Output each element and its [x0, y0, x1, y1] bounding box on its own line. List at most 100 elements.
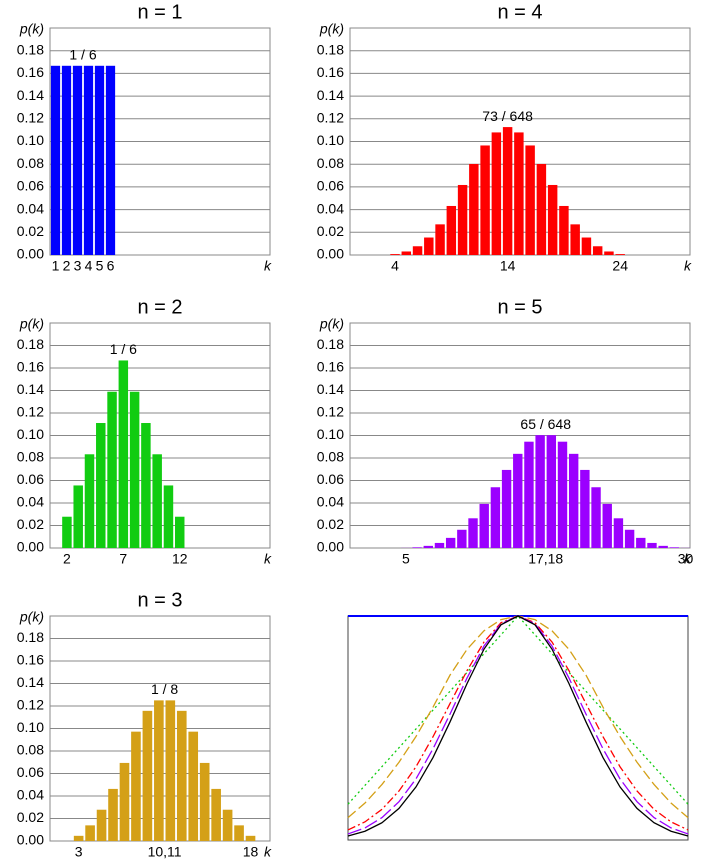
y-tick-label: 0.06 — [17, 764, 44, 780]
bar — [154, 700, 164, 841]
bar-chart: n = 5 p(k) k 0.00 0.02 0.04 0.06 0.08 0.10 0.12 0.… — [317, 296, 694, 566]
bar — [85, 825, 95, 841]
bar — [501, 469, 512, 548]
x-tick-label: 18 — [243, 844, 259, 860]
y-tick-label: 0.00 — [17, 246, 44, 262]
y-tick-label: 0.02 — [317, 223, 344, 239]
bar — [591, 487, 601, 548]
y-tick-label: 0.02 — [17, 809, 44, 825]
bar — [469, 163, 479, 255]
plot-frame — [347, 615, 689, 841]
bar — [175, 516, 185, 548]
y-tick-label: 0.06 — [317, 178, 344, 194]
y-tick-label: 0.12 — [17, 110, 44, 126]
curve — [347, 615, 689, 819]
bar — [73, 485, 83, 548]
bar — [669, 547, 680, 548]
y-tick-label: 0.18 — [317, 41, 344, 57]
x-tick-label: 30 — [678, 551, 694, 567]
annotation: 73 / 648 — [482, 108, 533, 124]
y-tick-label: 0.04 — [17, 200, 44, 216]
y-tick-label: 0.10 — [17, 426, 44, 442]
bar — [424, 237, 434, 255]
y-tick-label: 0.16 — [17, 64, 44, 80]
y-tick-label: 0.06 — [17, 471, 44, 487]
y-tick-label: 0.00 — [317, 246, 344, 262]
bar — [105, 65, 116, 255]
plot-frame — [49, 27, 271, 256]
x-tick-label: 7 — [119, 551, 127, 567]
annotation: 1 / 8 — [151, 681, 178, 697]
bar — [592, 246, 603, 255]
bar — [547, 184, 558, 255]
bar — [491, 132, 502, 255]
y-tick-label: 0.14 — [317, 381, 344, 397]
bar — [602, 503, 612, 548]
bar — [96, 809, 107, 841]
y-tick-label: 0.04 — [317, 200, 344, 216]
bar — [199, 762, 210, 841]
y-tick-label: 0.12 — [17, 697, 44, 713]
bar — [479, 503, 489, 548]
bar — [490, 487, 501, 548]
y-tick-label: 0.06 — [317, 471, 344, 487]
y-tick-label: 0.00 — [17, 539, 44, 555]
x-tick-label: 6 — [107, 258, 115, 274]
y-tick-label: 0.10 — [317, 132, 344, 148]
bar — [536, 163, 547, 255]
x-tick-label: 2 — [63, 258, 71, 274]
bar — [119, 762, 130, 841]
bar — [570, 224, 580, 255]
bar — [457, 529, 467, 548]
y-tick-label: 0.02 — [17, 223, 44, 239]
bar — [559, 205, 569, 255]
bar — [446, 205, 457, 255]
bar — [211, 788, 221, 841]
bar — [165, 700, 176, 841]
bar — [423, 545, 433, 548]
bar — [445, 537, 456, 548]
bar — [468, 518, 478, 548]
y-tick-label: 0.18 — [317, 336, 344, 352]
y-tick-label: 0.18 — [17, 336, 44, 352]
bar — [176, 710, 187, 841]
y-tick-label: 0.12 — [17, 404, 44, 420]
y-tick-label: 0.18 — [17, 41, 44, 57]
bar — [557, 441, 568, 548]
bar — [502, 127, 513, 255]
bar — [480, 145, 490, 255]
y-tick-label: 0.02 — [17, 516, 44, 532]
bar — [457, 184, 468, 255]
curve — [347, 615, 689, 805]
bar — [61, 65, 72, 255]
y-tick-label: 0.00 — [17, 832, 44, 848]
y-tick-label: 0.10 — [317, 426, 344, 442]
y-tick-label: 0.14 — [17, 381, 44, 397]
chart-title: n = 5 — [497, 296, 542, 318]
y-tick-label: 0.10 — [17, 719, 44, 735]
bar — [613, 518, 624, 548]
bar-chart: n = 3 p(k) k 0.00 0.02 0.04 0.06 0.08 0.10 0.12 0.… — [17, 589, 272, 859]
bar — [107, 391, 117, 548]
x-tick-label: 3 — [74, 258, 82, 274]
y-tick-label: 0.00 — [317, 539, 344, 555]
x-tick-label: 17,18 — [528, 551, 563, 567]
bar — [96, 423, 106, 548]
curve — [347, 615, 689, 835]
y-tick-label: 0.08 — [17, 449, 44, 465]
curve — [347, 615, 689, 837]
bar — [72, 65, 83, 255]
x-tick-label: 14 — [500, 258, 516, 274]
y-tick-label: 0.02 — [317, 516, 344, 532]
bar — [84, 454, 95, 548]
annotation: 1 / 6 — [110, 341, 137, 357]
y-tick-label: 0.04 — [17, 787, 44, 803]
bar — [390, 254, 400, 255]
x-tick-label: 4 — [85, 258, 93, 274]
bar — [412, 246, 423, 255]
bar-chart: n = 2 p(k) k 0.00 0.02 0.04 0.06 0.08 0.10 0.12 0.… — [17, 296, 272, 566]
bar — [163, 485, 174, 548]
y-tick-label: 0.12 — [317, 110, 344, 126]
bar — [546, 435, 557, 548]
